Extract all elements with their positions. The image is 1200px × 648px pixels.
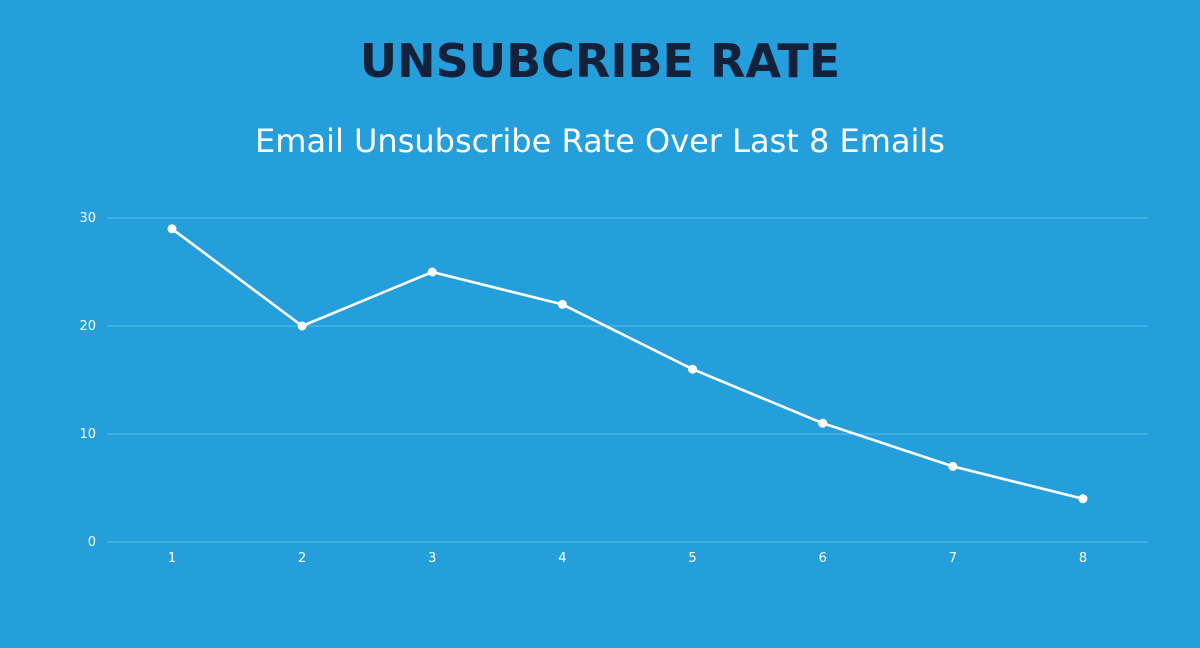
x-tick-label-1: 1 — [168, 551, 176, 566]
gridlines — [107, 217, 1148, 543]
data-point-2 — [297, 321, 307, 331]
x-tick-label-8: 8 — [1079, 551, 1087, 566]
data-point-3 — [427, 267, 437, 277]
x-tick-label-2: 2 — [298, 551, 306, 566]
data-points — [167, 224, 1088, 504]
data-point-1 — [167, 224, 177, 234]
x-tick-label-4: 4 — [558, 551, 566, 566]
data-point-8 — [1078, 494, 1088, 504]
series-line — [170, 227, 1085, 501]
x-tick-label-3: 3 — [428, 551, 436, 566]
x-tick-label-7: 7 — [949, 551, 957, 566]
y-tick-label-0: 0 — [88, 535, 96, 550]
data-point-4 — [557, 299, 567, 309]
data-point-7 — [948, 461, 958, 471]
series-line-layer — [170, 227, 1085, 501]
x-tick-label-5: 5 — [688, 551, 696, 566]
data-point-6 — [818, 418, 828, 428]
y-tick-label-10: 10 — [79, 427, 96, 442]
chart-title: UNSUBCRIBE RATE — [359, 34, 841, 88]
y-tick-label-20: 20 — [79, 319, 96, 334]
y-tick-label-30: 30 — [79, 211, 96, 226]
chart-subtitle: Email Unsubscribe Rate Over Last 8 Email… — [255, 122, 945, 160]
x-tick-label-6: 6 — [819, 551, 827, 566]
data-point-5 — [688, 364, 698, 374]
axes: 0 10 20 30 1 2 3 4 5 6 7 8 — [79, 211, 1087, 566]
